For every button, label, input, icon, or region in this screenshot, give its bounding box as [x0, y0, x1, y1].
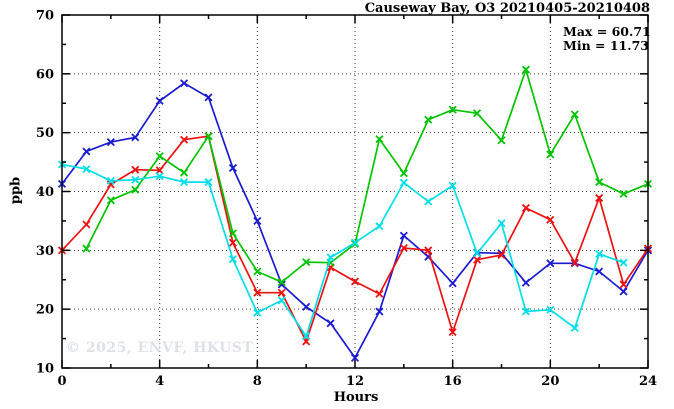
max-annotation: Max = 60.71 [563, 24, 651, 39]
series-red-markers [57, 132, 653, 346]
tick-labels: 10 20 30 40 50 60 70 0 4 8 12 16 20 24 [36, 9, 657, 390]
y-tick-label: 10 [36, 362, 54, 377]
axes [61, 14, 649, 369]
min-annotation: Min = 11.73 [563, 38, 649, 53]
series-cyan-markers [57, 160, 628, 341]
x-tick-label: 4 [155, 374, 164, 389]
gridlines [62, 15, 648, 368]
series-green-markers [82, 65, 653, 287]
series-green [82, 65, 653, 287]
y-tick-label: 30 [36, 244, 54, 259]
series-red [57, 132, 653, 346]
chart-title: Causeway Bay, O3 20210405-20210408 [364, 1, 650, 16]
y-tick-label: 20 [36, 303, 54, 318]
y-tick-label: 60 [36, 67, 54, 82]
y-tick-label: 50 [36, 126, 54, 141]
x-tick-label: 16 [444, 374, 462, 389]
watermark: © 2025, ENVF, HKUST [66, 340, 254, 356]
x-tick-label: 0 [57, 374, 66, 389]
y-tick-label: 40 [36, 185, 54, 200]
y-axis-label: ppb [8, 176, 24, 205]
x-axis-label: Hours [333, 390, 379, 405]
x-tick-label: 12 [346, 374, 364, 389]
series-cyan [57, 160, 628, 341]
x-tick-label: 8 [253, 374, 262, 389]
x-tick-label: 20 [541, 374, 559, 389]
x-tick-label: 24 [639, 374, 657, 389]
y-tick-label: 70 [36, 9, 54, 24]
